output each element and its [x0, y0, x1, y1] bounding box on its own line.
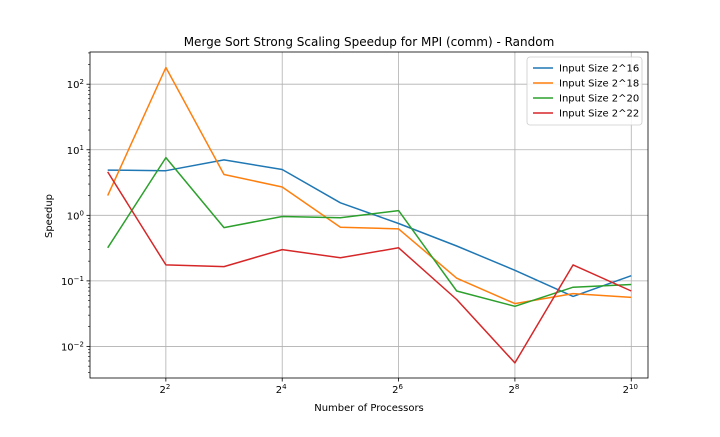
- chart-title: Merge Sort Strong Scaling Speedup for MP…: [184, 35, 555, 49]
- x-axis-label: Number of Processors: [314, 403, 424, 414]
- series-line-1: [107, 159, 632, 298]
- y-tick-label: 10−2: [61, 340, 84, 353]
- legend-label-4: Input Size 2^22: [559, 109, 639, 120]
- x-tick-label: 28: [508, 383, 519, 396]
- y-tick-label: 10−1: [61, 275, 84, 288]
- y-axis-label: Speedup: [44, 194, 55, 238]
- series-line-4: [107, 171, 632, 364]
- y-tick-label: 101: [67, 144, 84, 157]
- x-tick-label: 210: [623, 383, 638, 396]
- y-tick-label: 100: [67, 209, 84, 222]
- series-line-3: [107, 156, 632, 308]
- legend-label-1: Input Size 2^16: [559, 64, 639, 75]
- x-tick-label: 24: [276, 383, 287, 396]
- x-tick-label: 26: [392, 383, 403, 396]
- legend-label-3: Input Size 2^20: [559, 94, 639, 105]
- x-tick-label: 22: [159, 383, 170, 396]
- y-tick-label: 102: [67, 78, 84, 91]
- legend-box: [526, 56, 643, 126]
- legend-label-2: Input Size 2^18: [559, 79, 639, 90]
- series-line-2: [107, 66, 632, 305]
